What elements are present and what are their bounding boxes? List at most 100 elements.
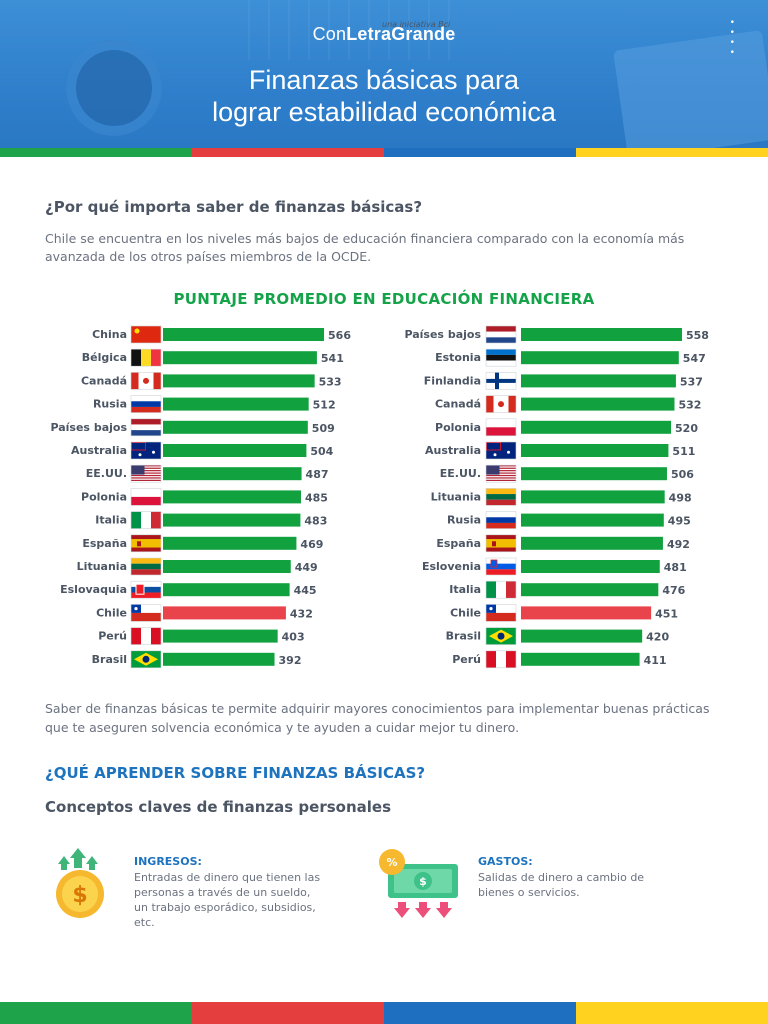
data-label: 495 — [668, 515, 691, 528]
data-label: 541 — [321, 352, 344, 365]
stripe-red — [192, 148, 384, 157]
russia-flag-icon — [485, 511, 517, 529]
bar — [163, 560, 291, 573]
data-label: 485 — [305, 491, 328, 504]
coin-arrows-up-icon: $ — [50, 846, 110, 920]
data-label: 533 — [319, 375, 342, 388]
tick-label: Canadá — [435, 398, 481, 411]
stripe-red — [192, 1002, 384, 1024]
data-label: 504 — [310, 445, 333, 458]
bar — [163, 583, 290, 597]
tick-label: España — [82, 537, 127, 550]
finland-flag-icon — [485, 372, 517, 390]
data-label: 432 — [290, 607, 313, 620]
data-label: 445 — [294, 584, 317, 597]
chart-row: Países bajos 509 — [50, 418, 335, 437]
stripe-blue — [384, 1002, 576, 1024]
chile-flag-icon — [130, 604, 162, 622]
spain-flag-icon — [485, 534, 517, 553]
chart-row: Australia 504 — [71, 441, 334, 460]
chart-row: Países bajos 558 — [404, 325, 709, 344]
stripe-yellow — [576, 1002, 768, 1024]
estonia-flag-icon — [485, 348, 517, 367]
data-label: 512 — [313, 399, 336, 412]
bill-arrows-down-icon: $ % — [374, 846, 464, 920]
header-banner: ConLetraGrande • • • • una iniciativa Bc… — [0, 0, 768, 148]
chart-row: Polonia 520 — [435, 418, 698, 437]
tick-label: Australia — [71, 444, 127, 457]
bar — [163, 351, 317, 365]
tick-label: Lituania — [431, 490, 481, 503]
data-label: 469 — [300, 538, 323, 551]
chart-row: Canadá 533 — [81, 372, 342, 390]
tick-label: Chile — [450, 606, 481, 619]
chart-row: Lituania 498 — [431, 488, 692, 506]
bar — [521, 652, 640, 666]
tick-label: Eslovaquia — [60, 583, 127, 596]
usa-flag-icon — [130, 464, 162, 483]
section-question-importance: ¿Por qué importa saber de finanzas básic… — [45, 198, 423, 216]
chart-row: España 469 — [82, 534, 323, 553]
logo-letra: LetraGrande — [346, 24, 456, 44]
concept-text-gastos: Salidas de dinero a cambio de bienes o s… — [478, 871, 645, 899]
netherlands-flag-icon — [485, 325, 517, 344]
logo-subtitle: una iniciativa Bci — [382, 20, 451, 29]
bar — [521, 397, 675, 411]
chart-row: Perú 403 — [98, 627, 305, 645]
slovenia-flag-icon — [485, 557, 517, 576]
bar — [521, 583, 659, 597]
peru-flag-icon — [130, 627, 162, 645]
tick-label: Australia — [425, 444, 481, 457]
bar — [521, 629, 643, 643]
bar — [163, 374, 315, 388]
tick-label: Brasil — [92, 653, 127, 666]
data-label: 411 — [644, 654, 667, 667]
bar — [163, 490, 301, 504]
data-label: 420 — [646, 631, 669, 644]
section-subtitle-concepts: Conceptos claves de finanzas personales — [45, 798, 391, 816]
tick-label: EE.UU. — [440, 467, 481, 480]
chart-panel-1: China 566 Bélgica 541 Canadá 533 Rusia 512 Paíse… — [50, 325, 351, 669]
logo-dots: • • • • — [729, 18, 738, 58]
bar — [163, 444, 307, 457]
data-label: 481 — [664, 561, 687, 574]
tick-label: Canadá — [81, 374, 127, 387]
section-paragraph-benefits: Saber de finanzas básicas te permite adq… — [45, 701, 710, 735]
australia-flag-icon — [485, 441, 517, 460]
tick-label: Estonia — [435, 351, 481, 364]
stripe-yellow — [576, 148, 768, 157]
data-label: 558 — [686, 329, 709, 342]
bar — [521, 490, 665, 504]
chart-row: Rusia 512 — [93, 395, 336, 413]
russia-flag-icon — [130, 395, 162, 413]
data-label: 506 — [671, 468, 694, 481]
chart-row: China 566 — [92, 325, 351, 344]
tick-label: Polonia — [81, 490, 127, 503]
lithuania-flag-icon — [485, 488, 517, 506]
chart-title: PUNTAJE PROMEDIO EN EDUCACIÓN FINANCIERA — [173, 290, 595, 308]
canada-flag-icon — [485, 395, 517, 413]
concept-title-gastos: GASTOS: — [478, 855, 533, 868]
netherlands-flag-icon — [130, 418, 162, 437]
chart-row: Eslovaquia 445 — [60, 580, 317, 599]
stripe-green — [0, 148, 192, 157]
poland-flag-icon — [485, 418, 517, 437]
data-label: 511 — [672, 445, 695, 458]
tick-label: Países bajos — [50, 421, 127, 434]
data-label: 476 — [662, 584, 685, 597]
canada-flag-icon — [130, 372, 162, 390]
tick-label: España — [436, 537, 481, 550]
logo-con: Con — [312, 24, 347, 44]
coffee-cup-icon — [66, 40, 162, 136]
peru-flag-icon — [485, 650, 517, 669]
brazil-flag-icon — [130, 650, 162, 669]
bar — [521, 606, 652, 620]
bar — [521, 513, 664, 527]
data-label: 498 — [669, 491, 692, 504]
italy-flag-icon — [485, 580, 517, 599]
italy-flag-icon — [130, 511, 162, 529]
chart-row: Estonia 547 — [435, 348, 706, 367]
chart-row: EE.UU. 487 — [86, 464, 329, 483]
data-label: 566 — [328, 329, 351, 342]
bar — [521, 467, 667, 481]
